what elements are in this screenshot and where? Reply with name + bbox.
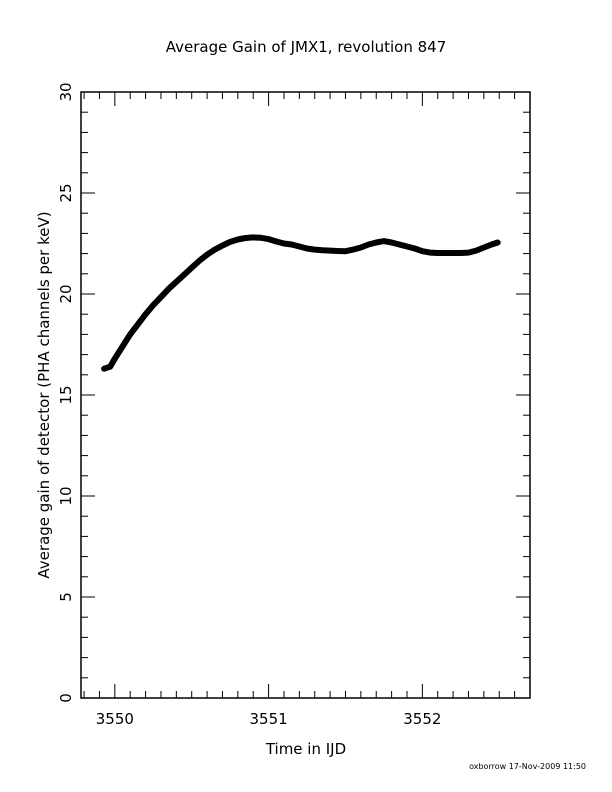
data-point bbox=[458, 250, 464, 256]
data-point bbox=[312, 247, 317, 252]
data-point bbox=[404, 244, 410, 249]
data-point bbox=[320, 247, 325, 253]
data-point bbox=[204, 252, 210, 257]
x-axis-tick-labels: 3550 3551 3552 bbox=[96, 710, 442, 728]
data-point bbox=[112, 356, 118, 361]
data-point bbox=[189, 265, 194, 270]
plot-frame bbox=[80, 91, 531, 699]
data-point bbox=[128, 332, 133, 337]
data-point bbox=[374, 240, 379, 245]
data-point bbox=[473, 248, 479, 253]
data-point bbox=[151, 302, 156, 308]
y-axis-ticks bbox=[81, 91, 530, 699]
data-point bbox=[489, 242, 494, 247]
data-point bbox=[297, 244, 302, 249]
x-tick-label: 3550 bbox=[96, 710, 134, 728]
x-tick-label: 3552 bbox=[403, 710, 441, 728]
series-line bbox=[101, 234, 501, 372]
data-point bbox=[227, 239, 233, 245]
data-point bbox=[120, 344, 125, 349]
x-axis-label: Time in IJD bbox=[265, 740, 346, 758]
data-point bbox=[427, 250, 433, 255]
data-point bbox=[243, 235, 248, 241]
chart-title: Average Gain of JMX1, revolution 847 bbox=[166, 38, 447, 56]
data-point bbox=[174, 279, 179, 285]
y-tick-label: 20 bbox=[57, 284, 75, 303]
data-point bbox=[466, 250, 471, 255]
data-point bbox=[389, 240, 394, 245]
data-point bbox=[158, 294, 164, 300]
data-point bbox=[281, 241, 287, 246]
x-axis-ticks bbox=[83, 92, 531, 698]
y-tick-label: 30 bbox=[57, 82, 75, 101]
y-axis-tick-labels: 0 5 10 15 20 25 30 bbox=[57, 82, 75, 702]
data-point bbox=[481, 245, 487, 250]
data-point bbox=[289, 242, 294, 247]
y-tick-label: 10 bbox=[57, 486, 75, 505]
y-tick-label: 0 bbox=[57, 693, 75, 703]
data-point bbox=[350, 247, 356, 252]
data-point bbox=[220, 243, 225, 248]
data-point bbox=[235, 237, 241, 242]
data-point bbox=[258, 235, 264, 241]
data-point bbox=[435, 250, 440, 256]
y-tick-label: 25 bbox=[57, 183, 75, 202]
data-point bbox=[135, 322, 141, 327]
data-point bbox=[274, 239, 279, 244]
data-point bbox=[108, 364, 113, 369]
data-point bbox=[166, 286, 171, 292]
y-tick-label: 15 bbox=[57, 385, 75, 404]
data-point bbox=[327, 248, 333, 253]
data-point bbox=[304, 246, 310, 251]
data-point bbox=[358, 245, 364, 250]
data-point bbox=[251, 235, 256, 240]
series-layer bbox=[101, 234, 501, 372]
data-point bbox=[495, 240, 500, 245]
data-point bbox=[412, 246, 417, 251]
data-point bbox=[366, 242, 371, 247]
data-point bbox=[266, 236, 271, 242]
data-point bbox=[181, 272, 187, 278]
y-tick-label: 5 bbox=[57, 592, 75, 602]
data-point bbox=[101, 366, 107, 371]
data-point bbox=[420, 248, 425, 254]
data-point bbox=[212, 247, 217, 252]
x-tick-label: 3551 bbox=[250, 710, 288, 728]
data-point bbox=[381, 238, 387, 244]
data-point bbox=[343, 248, 348, 254]
data-point bbox=[450, 250, 456, 256]
data-point bbox=[397, 242, 402, 247]
data-point bbox=[443, 250, 448, 256]
footer-stamp: oxborrow 17-Nov-2009 11:50 bbox=[469, 762, 586, 771]
data-point bbox=[143, 312, 148, 317]
y-axis-label: Average gain of detector (PHA channels p… bbox=[35, 211, 53, 578]
data-point bbox=[335, 248, 340, 254]
data-point bbox=[197, 258, 202, 263]
